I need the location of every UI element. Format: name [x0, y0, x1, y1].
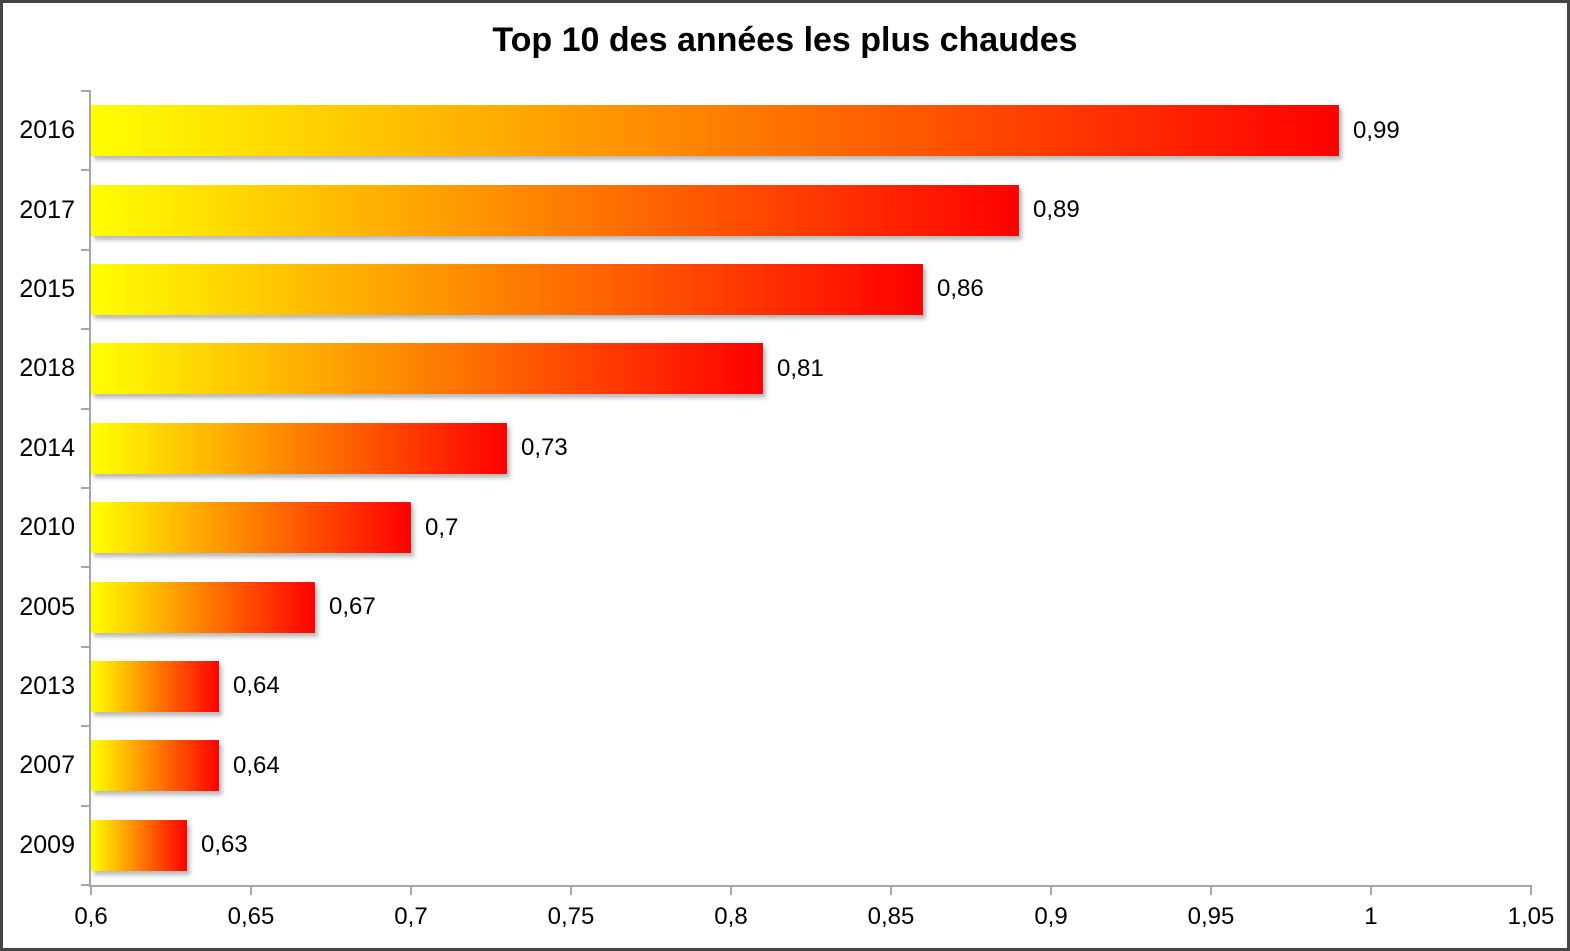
x-tick-label: 0,8: [714, 903, 748, 930]
y-tick: [81, 884, 91, 886]
bar: [91, 105, 1339, 157]
y-tick: [81, 407, 91, 410]
bar-row: 2018 0,81: [19, 329, 1531, 408]
plot-area: 2016 0,99 2017 0,89 2015 0,86 2018 0,81 2014 0,73…: [19, 90, 1554, 930]
y-tick: [81, 169, 91, 172]
value-label: 0,89: [1033, 196, 1080, 224]
x-tick-label: 0,65: [227, 903, 275, 930]
value-label: 0,67: [329, 593, 376, 621]
bar: [91, 263, 923, 315]
bar-row: 2009 0,63: [19, 806, 1531, 885]
bar-row: 2005 0,67: [19, 567, 1531, 646]
bar: [91, 184, 1019, 236]
bar-row: 2017 0,89: [19, 170, 1531, 249]
bar-row: 2014 0,73: [19, 409, 1531, 488]
category-label: 2014: [19, 433, 75, 462]
bar: [91, 422, 507, 474]
value-label: 0,86: [937, 275, 984, 303]
y-tick: [81, 725, 91, 728]
bar: [91, 819, 187, 871]
value-label: 0,64: [232, 751, 280, 779]
bar-row: 2016 0,99: [19, 91, 1531, 170]
bar-row: 2015 0,86: [19, 250, 1531, 329]
category-label: 2009: [19, 830, 75, 859]
x-tick: [1050, 885, 1052, 895]
category-label: 2007: [19, 751, 75, 780]
category-label: 2018: [19, 354, 75, 383]
chart-title: Top 10 des années les plus chaudes: [492, 21, 1078, 59]
x-tick-label: 1,05: [1507, 903, 1555, 930]
value-label: 0,7: [424, 513, 459, 541]
y-tick: [81, 487, 91, 489]
x-tick: [90, 885, 92, 895]
x-tick: [890, 885, 892, 895]
x-tick-label: 0,85: [867, 903, 915, 930]
x-tick: [1369, 885, 1372, 895]
y-tick: [81, 90, 91, 92]
x-tick: [1530, 885, 1532, 895]
x-tick-label: 0,9: [1034, 903, 1068, 930]
x-tick: [729, 885, 732, 895]
x-tick-label: 0,75: [547, 903, 595, 930]
bar: [91, 581, 315, 633]
y-tick: [81, 328, 91, 331]
value-label: 0,73: [521, 434, 568, 462]
category-label: 2017: [19, 195, 75, 224]
value-label: 0,64: [232, 672, 280, 700]
category-label: 2005: [19, 592, 75, 621]
bar-row: 2010 0,7: [19, 488, 1531, 567]
y-tick: [81, 248, 91, 251]
bar: [91, 343, 763, 395]
value-label: 0,99: [1353, 116, 1400, 144]
x-tick-label: 0,7: [394, 903, 428, 930]
category-label: 2016: [19, 116, 75, 145]
x-tick: [1210, 885, 1212, 895]
category-label: 2013: [19, 671, 75, 700]
x-tick-label: 0,6: [74, 903, 108, 930]
y-tick: [81, 645, 91, 648]
value-label: 0,81: [777, 354, 824, 382]
x-tick-label: 0,95: [1187, 903, 1235, 930]
bar: [91, 660, 219, 712]
bar-row: 2007 0,64: [19, 726, 1531, 805]
category-label: 2010: [19, 513, 75, 542]
category-label: 2015: [19, 274, 75, 303]
bar: [91, 740, 219, 792]
x-tick: [409, 885, 412, 895]
bar: [91, 502, 411, 554]
y-tick: [81, 566, 91, 569]
value-label: 0,63: [201, 831, 248, 859]
bar-row: 2013 0,64: [19, 647, 1531, 726]
y-tick: [81, 804, 91, 807]
x-tick: [249, 885, 252, 895]
x-tick: [570, 885, 572, 895]
x-tick-label: 1: [1364, 903, 1378, 930]
